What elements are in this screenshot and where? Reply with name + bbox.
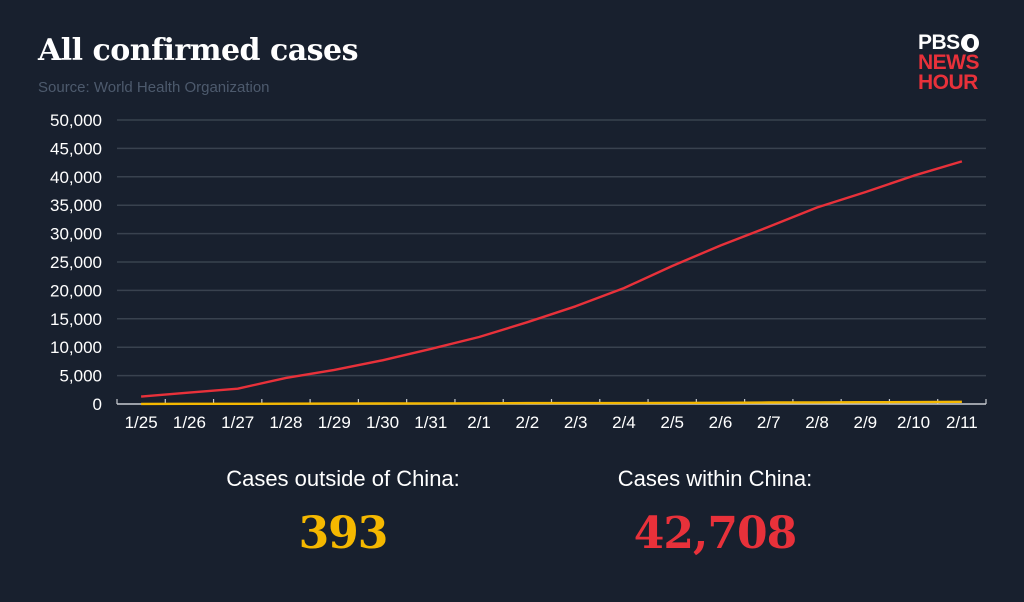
series-line-cases-within-china [141, 160, 963, 398]
within-china-value: 42,708 [633, 508, 797, 559]
y-tick-label: 5,000 [59, 367, 102, 386]
x-tick-label: 2/7 [757, 413, 781, 432]
x-tick-label: 1/31 [414, 413, 447, 432]
y-tick-label: 20,000 [50, 281, 102, 300]
x-tick-label: 2/6 [709, 413, 733, 432]
y-tick-label: 10,000 [50, 338, 102, 357]
logo-pbs-text: PBS [918, 31, 960, 54]
data-series [141, 160, 963, 406]
y-gridlines [117, 119, 986, 377]
y-tick-label: 15,000 [50, 310, 102, 329]
y-tick-label: 30,000 [50, 225, 102, 244]
x-tick-label: 2/2 [516, 413, 540, 432]
x-tick-label: 2/11 [946, 413, 978, 432]
x-tick-label: 1/26 [173, 413, 206, 432]
x-tick-label: 1/28 [269, 413, 302, 432]
pbs-newshour-logo: PBS NEWS HOUR [918, 31, 980, 94]
chart-source: Source: World Health Organization [38, 79, 270, 96]
x-tick-label: 1/25 [125, 413, 158, 432]
x-tick-label: 1/27 [221, 413, 254, 432]
pbs-head-icon [960, 34, 979, 52]
y-axis: 0 5,000 10,000 15,000 20,000 25,000 30,000 35,0… [50, 111, 102, 414]
y-tick-label: 0 [93, 395, 102, 414]
series-line-cases-outside-of-china [141, 400, 962, 406]
logo-hour-text: HOUR [918, 71, 978, 94]
line-chart: 0 5,000 10,000 15,000 20,000 25,000 30,000 35,0… [50, 111, 987, 432]
outside-china-label: Cases outside of China: [226, 466, 460, 491]
y-tick-label: 40,000 [50, 168, 102, 187]
chart-title: All confirmed cases [38, 33, 359, 68]
x-tick-label: 2/10 [897, 413, 930, 432]
x-tick-label: 2/1 [467, 413, 491, 432]
x-tick-label: 2/9 [853, 413, 877, 432]
x-tick-label: 2/4 [612, 413, 636, 432]
x-tick-label: 1/29 [318, 413, 351, 432]
x-tick-label: 2/8 [805, 413, 829, 432]
y-tick-label: 45,000 [50, 139, 102, 158]
outside-china-value: 393 [298, 508, 389, 559]
y-tick-label: 35,000 [50, 196, 102, 215]
logo-pbs-line: PBS [918, 31, 979, 54]
y-tick-label: 50,000 [50, 111, 102, 130]
x-tick-label: 1/30 [366, 413, 399, 432]
logo-news-text: NEWS [918, 51, 980, 74]
x-tick-label: 2/3 [564, 413, 588, 432]
y-tick-label: 25,000 [50, 253, 102, 272]
within-china-label: Cases within China: [617, 466, 813, 491]
x-tick-label: 2/5 [660, 413, 684, 432]
